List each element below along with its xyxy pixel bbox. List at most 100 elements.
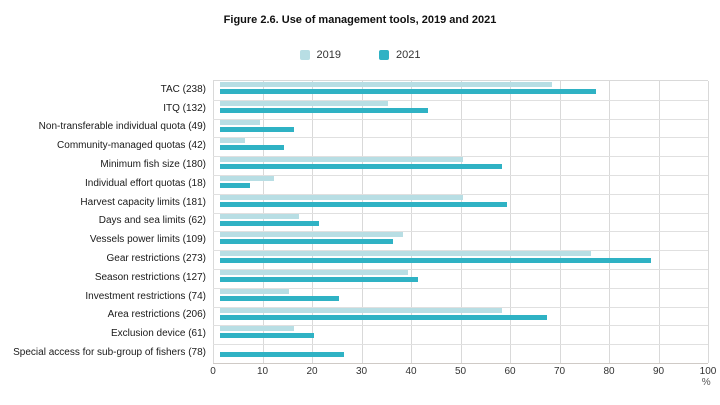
row-track	[220, 193, 715, 212]
bar-2021	[220, 145, 285, 151]
bar-2021	[220, 333, 315, 339]
x-tick-label: 100	[699, 366, 717, 377]
bar-2021	[220, 352, 344, 358]
row-track	[220, 212, 715, 231]
row-track	[220, 99, 715, 118]
bar-2021	[220, 164, 503, 170]
bar-2021	[220, 258, 651, 264]
chart-row: Non-transferable individual quota (49)	[0, 118, 720, 137]
gridline-vertical	[460, 81, 462, 363]
bar-2019	[220, 269, 409, 275]
category-label: Days and sea limits (62)	[98, 215, 206, 227]
category-label: Area restrictions (206)	[107, 309, 206, 321]
legend-label-2019: 2019	[316, 49, 341, 61]
row-track	[220, 230, 715, 249]
category-label: Individual effort quotas (18)	[84, 177, 206, 189]
category-label: Vessels power limits (109)	[89, 234, 206, 246]
gridline-vertical	[510, 81, 511, 363]
gridline-horizontal	[213, 269, 708, 270]
chart-row: Area restrictions (206)	[0, 306, 720, 325]
row-track	[220, 268, 715, 287]
gridline-horizontal	[213, 325, 708, 327]
legend-label-2021: 2021	[396, 49, 421, 61]
gridline-horizontal	[213, 212, 708, 214]
bar-2021	[220, 126, 295, 132]
row-track	[220, 287, 715, 306]
legend-swatch-2021	[379, 50, 389, 60]
bar-2021	[220, 314, 547, 320]
row-track	[220, 80, 715, 99]
chart-row: ITQ (132)	[0, 99, 720, 118]
gridline-vertical	[361, 81, 363, 363]
gridline-horizontal	[213, 306, 708, 308]
chart-row: Gear restrictions (273)	[0, 249, 720, 268]
category-label: Harvest capacity limits (181)	[80, 196, 206, 208]
bar-2019	[220, 251, 592, 257]
legend-item-2021: 2021	[379, 49, 420, 61]
row-track	[220, 155, 715, 174]
category-label: Community-managed quotas (42)	[57, 140, 206, 152]
bar-2019	[220, 288, 290, 294]
category-label: Gear restrictions (273)	[106, 253, 206, 265]
gridline-horizontal	[213, 231, 708, 233]
category-label: Minimum fish size (180)	[100, 159, 206, 171]
chart-row: Community-managed quotas (42)	[0, 136, 720, 155]
x-axis-unit-label: %	[701, 377, 711, 388]
chart-row: TAC (238)	[0, 80, 720, 99]
bar-2019	[220, 82, 552, 87]
bar-2019	[220, 194, 463, 200]
bar-2021	[220, 220, 319, 226]
bar-2021	[220, 239, 394, 245]
gridline-horizontal	[213, 118, 708, 120]
legend-item-2019: 2019	[299, 49, 341, 61]
gridline-horizontal	[213, 156, 708, 158]
row-track	[220, 249, 715, 268]
chart-row: Harvest capacity limits (181)	[0, 193, 720, 212]
category-label: Investment restrictions (74)	[85, 290, 206, 302]
x-tick-label: 60	[504, 366, 516, 377]
gridline-horizontal	[213, 175, 708, 176]
x-tick-label: 30	[355, 366, 368, 377]
bar-2019	[220, 213, 300, 219]
bar-2019	[220, 119, 260, 125]
gridline-vertical	[213, 81, 214, 363]
chart-title: Figure 2.6. Use of management tools, 201…	[223, 14, 497, 26]
chart-row: Exclusion device (61)	[0, 324, 720, 343]
x-tick-label: 80	[603, 366, 615, 377]
x-tick-label: 90	[652, 366, 665, 377]
bar-2019	[220, 175, 275, 181]
gridline-horizontal	[213, 193, 708, 195]
gridline-horizontal	[213, 250, 708, 252]
chart-row: Vessels power limits (109)	[0, 230, 720, 249]
legend-swatch-2019	[299, 50, 310, 60]
bar-2019	[220, 326, 295, 332]
gridline-horizontal	[213, 344, 708, 346]
gridline-horizontal	[213, 137, 708, 139]
gridline-horizontal	[213, 99, 708, 101]
row-track	[220, 118, 715, 137]
chart-row: Season restrictions (127)	[0, 268, 720, 287]
category-label: ITQ (132)	[163, 102, 206, 114]
bar-2019	[220, 232, 404, 238]
x-tick-label: 20	[306, 366, 318, 377]
bar-2021	[220, 182, 250, 188]
bar-2021	[220, 89, 597, 94]
chart-row: Days and sea limits (62)	[0, 212, 720, 231]
chart-row: Individual effort quotas (18)	[0, 174, 720, 193]
gridline-vertical	[708, 81, 709, 363]
bar-2019	[220, 307, 503, 313]
bar-2021	[220, 201, 508, 207]
row-track	[220, 306, 715, 325]
row-track	[220, 343, 715, 362]
legend: 2019 2021	[0, 49, 720, 61]
bar-2019	[220, 157, 463, 163]
gridline-vertical	[559, 81, 561, 363]
gridline-vertical	[609, 81, 610, 363]
x-tick-label: 70	[553, 366, 566, 377]
bar-2021	[220, 107, 428, 113]
category-label: Non-transferable individual quota (49)	[38, 121, 206, 133]
chart-row: Investment restrictions (74)	[0, 287, 720, 306]
x-tick-label: 50	[454, 366, 467, 377]
category-label: Special access for sub-group of fishers …	[13, 347, 206, 359]
